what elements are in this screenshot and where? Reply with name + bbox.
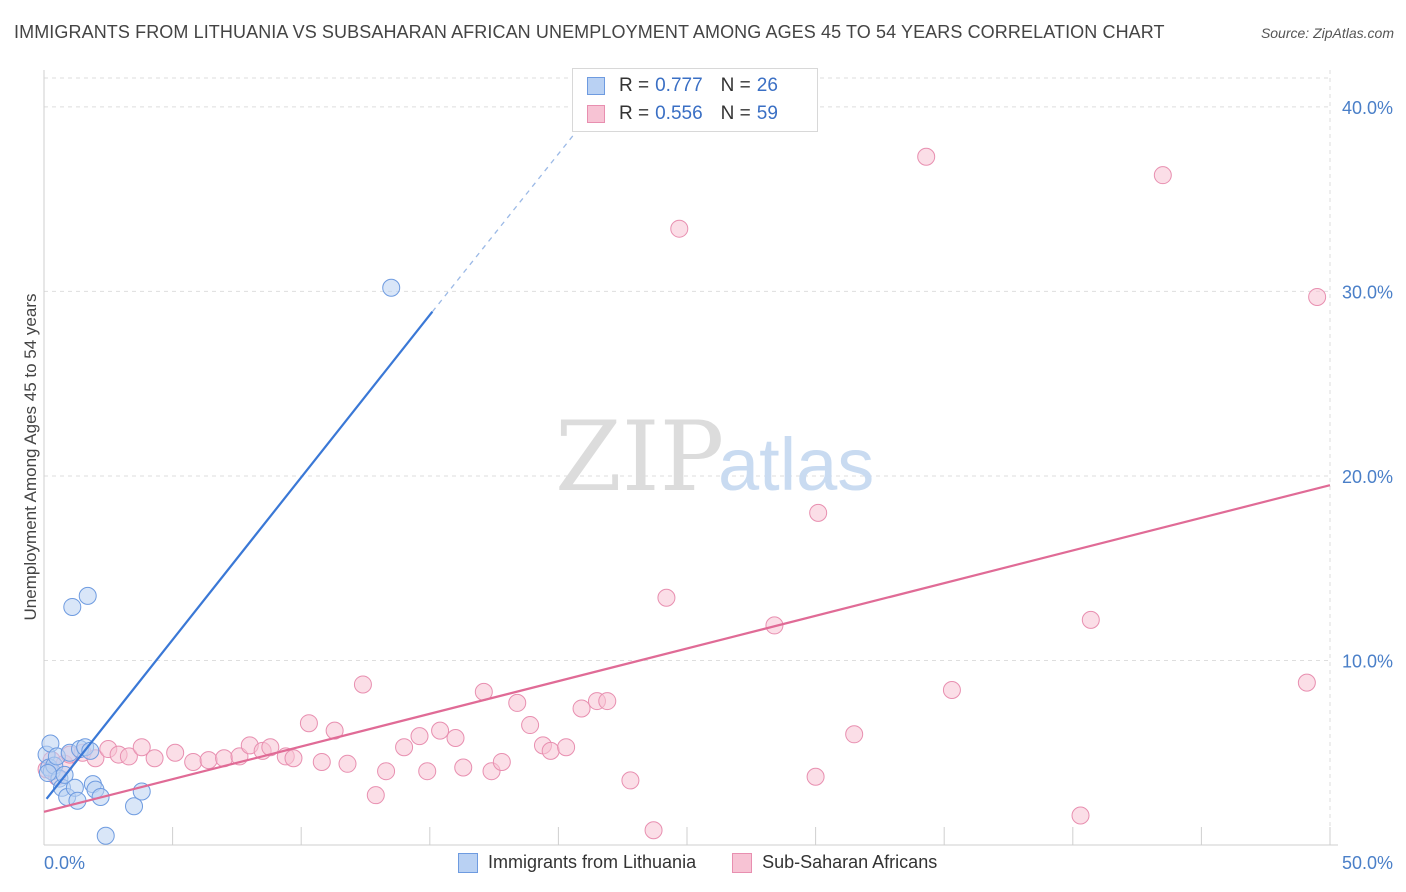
point-subsaharan [299, 714, 318, 733]
y-axis-label: Unemployment Among Ages 45 to 54 years [21, 294, 40, 621]
legend-item-subsaharan[interactable]: Sub-Saharan Africans [732, 852, 937, 873]
point-subsaharan [541, 741, 560, 760]
point-subsaharan [338, 754, 357, 773]
legend-n-label: N = [720, 75, 751, 96]
point-subsaharan [446, 728, 465, 747]
point-subsaharan [917, 147, 936, 166]
trend-line-lithuania [45, 311, 434, 800]
point-subsaharan [353, 675, 372, 694]
point-subsaharan [670, 219, 689, 238]
legend-r-label: R = [619, 103, 650, 124]
legend-swatch-pink [732, 852, 753, 873]
point-subsaharan [184, 752, 203, 771]
series-lithuania [37, 278, 401, 845]
point-subsaharan [508, 693, 527, 712]
point-subsaharan [572, 699, 591, 718]
point-subsaharan [410, 727, 429, 746]
point-subsaharan [806, 767, 825, 786]
point-subsaharan [431, 721, 450, 740]
point-subsaharan [366, 786, 385, 805]
point-subsaharan [845, 725, 864, 744]
point-subsaharan [199, 751, 218, 770]
tick-labels: 10.0% 20.0% 30.0% 40.0% 0.0% 50.0% [44, 98, 1393, 873]
y-tick-label: 30.0% [1342, 282, 1393, 302]
point-subsaharan [1297, 673, 1316, 692]
trend-line-lithuania-extension [431, 134, 575, 313]
watermark: ZIP atlas [555, 401, 874, 513]
point-subsaharan [145, 749, 164, 768]
point-subsaharan [1071, 806, 1090, 825]
point-subsaharan [1308, 287, 1327, 306]
watermark-zip: ZIP [555, 401, 724, 513]
point-subsaharan [418, 762, 437, 781]
point-subsaharan [809, 503, 828, 522]
legend-r-label: R = [619, 75, 650, 96]
point-lithuania [96, 826, 115, 845]
point-subsaharan [644, 821, 663, 840]
correlation-legend: R = 0.777 N = 26 R = 0.556 N = 59 [572, 68, 818, 132]
point-subsaharan [1081, 610, 1100, 629]
point-subsaharan [284, 749, 303, 768]
point-subsaharan [166, 743, 185, 762]
point-subsaharan [621, 771, 640, 790]
point-lithuania [38, 764, 57, 783]
legend-item-lithuania[interactable]: Immigrants from Lithuania [458, 852, 696, 873]
point-subsaharan [395, 738, 414, 757]
legend-row-lithuania: R = 0.777 N = 26 [587, 73, 778, 99]
point-subsaharan [1153, 166, 1172, 185]
legend-label-lithuania: Immigrants from Lithuania [488, 852, 697, 872]
legend-row-subsaharan: R = 0.556 N = 59 [587, 101, 778, 127]
point-subsaharan [312, 752, 331, 771]
point-lithuania [78, 586, 97, 605]
y-tick-label: 10.0% [1342, 651, 1393, 671]
point-subsaharan [261, 738, 280, 757]
point-subsaharan [454, 758, 473, 777]
point-lithuania [125, 797, 144, 816]
scatter-series [37, 147, 1327, 845]
legend-swatch-blue [587, 77, 605, 95]
y-tick-label: 20.0% [1342, 467, 1393, 487]
x-tick-label: 50.0% [1342, 853, 1393, 873]
point-lithuania [63, 597, 82, 616]
legend-swatch-pink [587, 105, 605, 123]
legend-label-subsaharan: Sub-Saharan Africans [762, 852, 938, 872]
legend-n-value: 26 [756, 75, 778, 96]
legend-n-label: N = [720, 103, 751, 124]
point-subsaharan [377, 762, 396, 781]
point-subsaharan [521, 716, 540, 735]
point-subsaharan [557, 738, 576, 757]
legend-swatch-blue [458, 852, 478, 873]
axes [43, 70, 1338, 846]
point-subsaharan [119, 747, 138, 766]
legend-r-value: 0.556 [655, 103, 703, 124]
point-subsaharan [942, 681, 961, 699]
point-subsaharan [132, 738, 151, 757]
trend-lines [43, 134, 1331, 813]
trend-line-subsaharan [43, 484, 1331, 813]
x-tick-label: 0.0% [44, 853, 85, 873]
watermark-atlas: atlas [718, 423, 874, 506]
series-legend: Immigrants from Lithuania Sub-Saharan Af… [458, 852, 973, 873]
point-subsaharan [657, 588, 676, 607]
source-note: Source: ZipAtlas.com [1260, 25, 1394, 41]
point-lithuania [382, 278, 401, 297]
y-tick-label: 40.0% [1342, 98, 1393, 118]
point-subsaharan [492, 752, 511, 771]
legend-n-value: 59 [756, 103, 778, 124]
legend-r-value: 0.777 [655, 75, 703, 96]
point-subsaharan [598, 692, 617, 711]
chart-title: IMMIGRANTS FROM LITHUANIA VS SUBSAHARAN … [14, 22, 1165, 42]
